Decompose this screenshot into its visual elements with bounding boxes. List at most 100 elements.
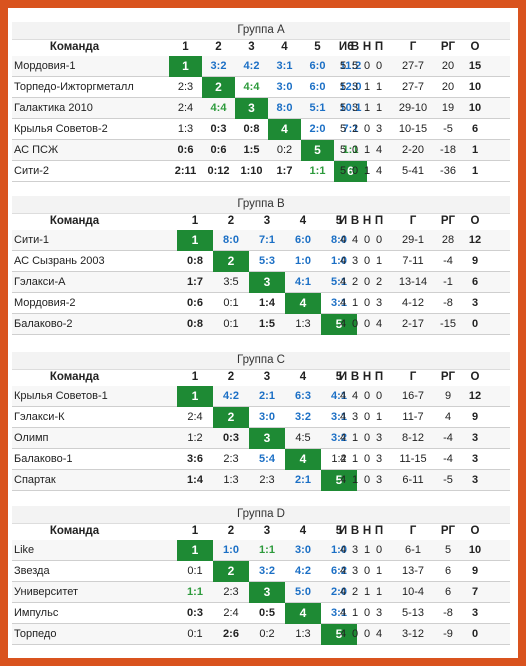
- table-row: Мордовия-1 1 3:2 4:2 3:1 6:0 11:2 5 5 0 0 27-7 20 15: [12, 56, 510, 77]
- score-cell: 3:0: [276, 81, 293, 93]
- header-col-stat: Г: [409, 525, 417, 537]
- stat-cell: 28: [441, 234, 455, 246]
- score-cell: 2:0: [331, 586, 347, 598]
- score-cell: 2:3: [223, 586, 239, 598]
- stat-cell: 1: [351, 474, 359, 486]
- team-name: Крылья Советов-1: [14, 390, 108, 402]
- score-cell: 0:5: [259, 607, 275, 619]
- header-col-stat: В: [350, 41, 360, 53]
- team-name: Университет: [14, 586, 79, 598]
- score-cell: 2:3: [177, 81, 194, 93]
- stat-cell: 2: [351, 276, 359, 288]
- stat-cell: 3: [351, 565, 359, 577]
- stat-cell: 3: [375, 607, 383, 619]
- header-col-number: 1: [182, 41, 189, 53]
- header-col-number: 3: [263, 215, 271, 227]
- header-row: Команда 1 2 3 4 5 6 И В Н П Г РГ О: [12, 40, 510, 55]
- score-cell: 1:3: [223, 474, 239, 486]
- stat-cell: 20: [441, 60, 455, 72]
- table-row: Импульс 0:3 2:4 0:5 4 3:1 4 1 0 3 5-13 -8 3: [12, 603, 510, 624]
- header-col-stat: Н: [362, 371, 372, 383]
- stat-cell: 1: [471, 144, 479, 156]
- stat-cell: 4: [339, 255, 347, 267]
- stat-cell: 3: [471, 432, 479, 444]
- header-col-stat: О: [470, 525, 480, 537]
- table-row: Крылья Советов-1 1 4:2 2:1 6:3 4:1 4 4 0 0 16-7 9 12: [12, 386, 510, 407]
- stat-cell: 5: [339, 102, 347, 114]
- diagonal-cell: 6: [334, 161, 367, 182]
- score-cell: 4:4: [210, 102, 227, 114]
- team-name: Торпедо-Ижторгметалл: [14, 81, 134, 93]
- score-cell: 1:5: [243, 144, 260, 156]
- score-cell: 6:0: [309, 81, 326, 93]
- score-cell: 7:1: [342, 123, 359, 135]
- stat-cell: 0: [363, 411, 371, 423]
- diagonal-cell: 3: [249, 582, 285, 603]
- stat-cell: 29-10: [398, 102, 428, 114]
- stat-cell: 12: [468, 234, 482, 246]
- score-cell: 4:2: [223, 390, 239, 402]
- header-col-number: 2: [227, 215, 235, 227]
- stat-cell: 4: [375, 144, 383, 156]
- score-cell: 0:6: [177, 144, 194, 156]
- header-col-number: 3: [263, 371, 271, 383]
- stat-cell: 2: [375, 276, 383, 288]
- stat-cell: 6: [444, 565, 452, 577]
- header-col-number: 2: [215, 41, 222, 53]
- stat-cell: 0: [351, 165, 359, 177]
- stat-cell: 11-7: [402, 411, 424, 423]
- stat-cell: -36: [440, 165, 456, 177]
- score-cell: 3:5: [223, 276, 239, 288]
- score-cell: 3:2: [210, 60, 227, 72]
- stat-cell: -1: [443, 276, 453, 288]
- stat-cell: 3: [351, 255, 359, 267]
- score-cell: 11:2: [339, 60, 362, 72]
- stat-cell: 3: [375, 432, 383, 444]
- diagonal-cell: 5: [301, 140, 334, 161]
- header-col-number: 4: [299, 215, 307, 227]
- header-col-stat: В: [350, 215, 360, 227]
- stat-cell: 11-15: [399, 453, 427, 465]
- header-col-stat: П: [374, 371, 384, 383]
- header-team: Команда: [49, 41, 100, 53]
- diagonal-cell: 3: [235, 98, 268, 119]
- score-cell: 0:6: [187, 297, 203, 309]
- stat-cell: 0: [351, 318, 359, 330]
- table-row: Мордовия-2 0:6 0:1 1:4 4 3:1 4 1 0 3 4-12 -8 3: [12, 293, 510, 314]
- stat-cell: 0: [375, 234, 383, 246]
- diagonal-cell: 2: [202, 77, 235, 98]
- team-name: Сити-1: [14, 234, 50, 246]
- stat-cell: 10-4: [401, 586, 425, 598]
- stat-cell: 1: [363, 586, 371, 598]
- header-col-stat: О: [470, 41, 480, 53]
- table-row: Сити-1 1 8:0 7:1 6:0 8:0 4 4 0 0 29-1 28 12: [12, 230, 510, 251]
- stat-cell: 1: [375, 81, 383, 93]
- score-cell: 3:2: [331, 432, 347, 444]
- group-grid: Команда 1 2 3 4 5 И В Н П Г РГ О Like 1 1:0 1:1 3:0 1:0 4 3 1…: [12, 524, 510, 645]
- score-cell: 1:2: [331, 453, 347, 465]
- stat-cell: 5: [444, 544, 452, 556]
- score-cell: 4:1: [331, 390, 347, 402]
- table-row: Университет 1:1 2:3 3 5:0 2:0 4 2 1 1 10-4 6 7: [12, 582, 510, 603]
- stat-cell: 0: [363, 565, 371, 577]
- score-cell: 0:3: [223, 432, 239, 444]
- header-col-stat: П: [374, 41, 384, 53]
- score-cell: 3:0: [295, 544, 311, 556]
- group-table: Группа C Команда 1 2 3 4 5 И В Н П Г РГ О Крылья Совет…: [12, 352, 510, 491]
- stat-cell: 3: [471, 297, 479, 309]
- stat-cell: 13-14: [398, 276, 428, 288]
- group-title: Группа C: [12, 352, 510, 370]
- stat-cell: 1: [375, 411, 383, 423]
- stat-cell: 5: [339, 81, 347, 93]
- score-cell: 8:0: [276, 102, 293, 114]
- stat-cell: 5-41: [401, 165, 425, 177]
- stat-cell: 4: [339, 234, 347, 246]
- header-row: Команда 1 2 3 4 5 И В Н П Г РГ О: [12, 370, 510, 385]
- stat-cell: 0: [351, 628, 359, 640]
- score-cell: 7:1: [259, 234, 275, 246]
- stat-cell: 0: [363, 607, 371, 619]
- score-cell: 2:3: [259, 474, 275, 486]
- stat-cell: 0: [363, 276, 371, 288]
- table-row: Торпедо 0:1 2:6 0:2 1:3 5 4 0 0 4 3-12 -9 0: [12, 624, 510, 645]
- score-cell: 1:7: [276, 165, 293, 177]
